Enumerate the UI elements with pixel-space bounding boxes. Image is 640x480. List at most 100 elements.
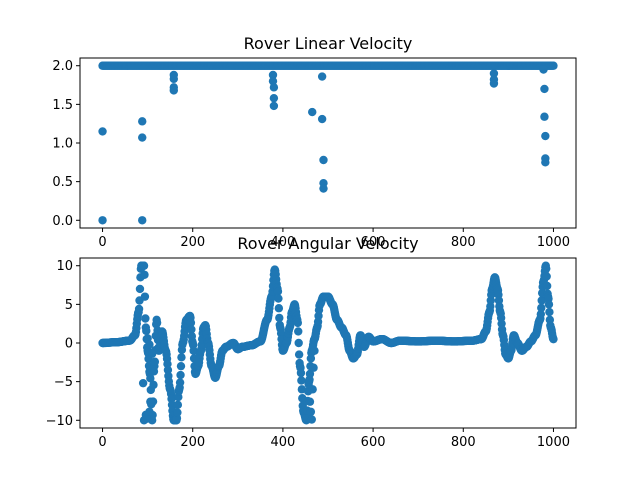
data-point: [268, 70, 278, 80]
data-point: [294, 350, 304, 359]
data-point: [269, 101, 279, 111]
data-point: [150, 357, 160, 366]
linear-velocity-marks: [98, 61, 558, 225]
y-tick-label: 2.0: [52, 59, 73, 74]
data-point: [274, 304, 284, 313]
y-tick-label: 0: [65, 337, 73, 352]
data-point: [189, 346, 198, 355]
data-point: [269, 93, 279, 103]
data-point: [139, 261, 149, 270]
data-point: [542, 281, 552, 291]
data-point: [297, 385, 307, 394]
data-point: [141, 314, 150, 323]
x-tick-label: 800: [451, 435, 476, 450]
data-point: [138, 216, 147, 225]
data-point: [319, 184, 328, 193]
data-point: [308, 385, 317, 394]
data-point: [134, 304, 144, 314]
data-point: [146, 397, 155, 406]
data-point: [177, 353, 186, 362]
data-point: [319, 155, 328, 165]
data-point: [135, 284, 145, 294]
y-tick-label: 5: [65, 298, 73, 313]
x-tick-label: 200: [180, 435, 205, 450]
data-point: [142, 326, 151, 336]
x-tick-label: 200: [180, 235, 205, 250]
data-point: [163, 359, 172, 369]
linear-velocity-y-ticks: 0.0 0.5 1.0 1.5 2.0: [52, 59, 80, 229]
data-point: [545, 307, 554, 317]
angular-velocity-title: Rover Angular Velocity: [237, 234, 418, 253]
angular-velocity-marks: [98, 261, 558, 425]
data-point: [274, 294, 283, 303]
data-point: [308, 107, 317, 117]
data-point: [541, 131, 550, 141]
x-tick-label: 800: [451, 235, 476, 250]
data-point: [293, 318, 302, 328]
data-point: [537, 303, 546, 313]
data-point: [489, 69, 499, 78]
data-point: [489, 79, 499, 88]
angular-velocity-y-ticks: −10 −5 0 5 10: [46, 259, 80, 429]
data-point: [98, 216, 107, 225]
data-point: [294, 327, 303, 336]
data-point: [138, 378, 148, 388]
data-point: [186, 318, 196, 327]
x-tick-label: 0: [98, 435, 106, 450]
linear-velocity-x-ticks: 0 200 400 600 800 1000: [98, 228, 570, 250]
data-point: [142, 414, 151, 423]
data-point: [306, 407, 316, 416]
linear-velocity-frame: [79, 57, 577, 229]
y-tick-label: −10: [46, 414, 73, 429]
x-tick-label: 600: [361, 435, 386, 450]
data-point: [317, 114, 327, 124]
data-point: [140, 292, 150, 301]
data-point: [537, 296, 546, 305]
data-point: [145, 407, 154, 416]
data-point: [138, 117, 147, 126]
data-point: [297, 376, 306, 385]
data-point: [169, 86, 178, 95]
data-point: [305, 369, 315, 379]
data-point: [539, 65, 548, 74]
data-point: [542, 272, 551, 281]
data-point: [149, 380, 158, 390]
data-point: [152, 318, 162, 327]
data-point: [549, 334, 558, 344]
data-point: [176, 370, 185, 380]
y-tick-label: 0.0: [52, 214, 73, 229]
data-point: [542, 264, 551, 273]
data-point: [541, 158, 550, 167]
y-tick-label: 1.5: [52, 98, 73, 113]
x-tick-label: 1000: [537, 235, 570, 250]
data-point: [140, 270, 149, 279]
data-point: [305, 397, 315, 406]
x-tick-label: 1000: [537, 435, 570, 450]
data-point: [268, 76, 278, 86]
data-point: [163, 365, 173, 375]
data-point: [138, 133, 147, 142]
y-tick-label: 0.5: [52, 175, 73, 190]
data-point: [544, 300, 554, 309]
y-tick-label: 1.0: [52, 137, 73, 152]
data-point: [175, 378, 185, 387]
x-tick-label: 400: [270, 435, 295, 450]
data-point: [187, 325, 196, 334]
linear-velocity-title: Rover Linear Velocity: [244, 34, 413, 53]
data-point: [549, 61, 558, 70]
data-point: [173, 400, 183, 410]
data-point: [296, 368, 306, 378]
data-point: [310, 346, 319, 355]
data-point: [317, 72, 327, 81]
angular-velocity-axes: 0 200 400 600 800 1000 −10 −5 0 5 10 Rover Angula…: [46, 234, 577, 450]
y-tick-label: −5: [54, 375, 73, 390]
linear-velocity-axes: 0 200 400 600 800 1000 0.0 0.5 1.0 1.5 2.0 Rover …: [52, 34, 577, 250]
data-point: [309, 363, 318, 372]
data-point: [273, 287, 283, 296]
data-point: [269, 83, 279, 92]
x-tick-label: 0: [98, 235, 106, 250]
data-point: [536, 309, 546, 319]
angular-velocity-x-ticks: 0 200 400 600 800 1000: [98, 428, 570, 450]
data-point: [275, 313, 284, 323]
